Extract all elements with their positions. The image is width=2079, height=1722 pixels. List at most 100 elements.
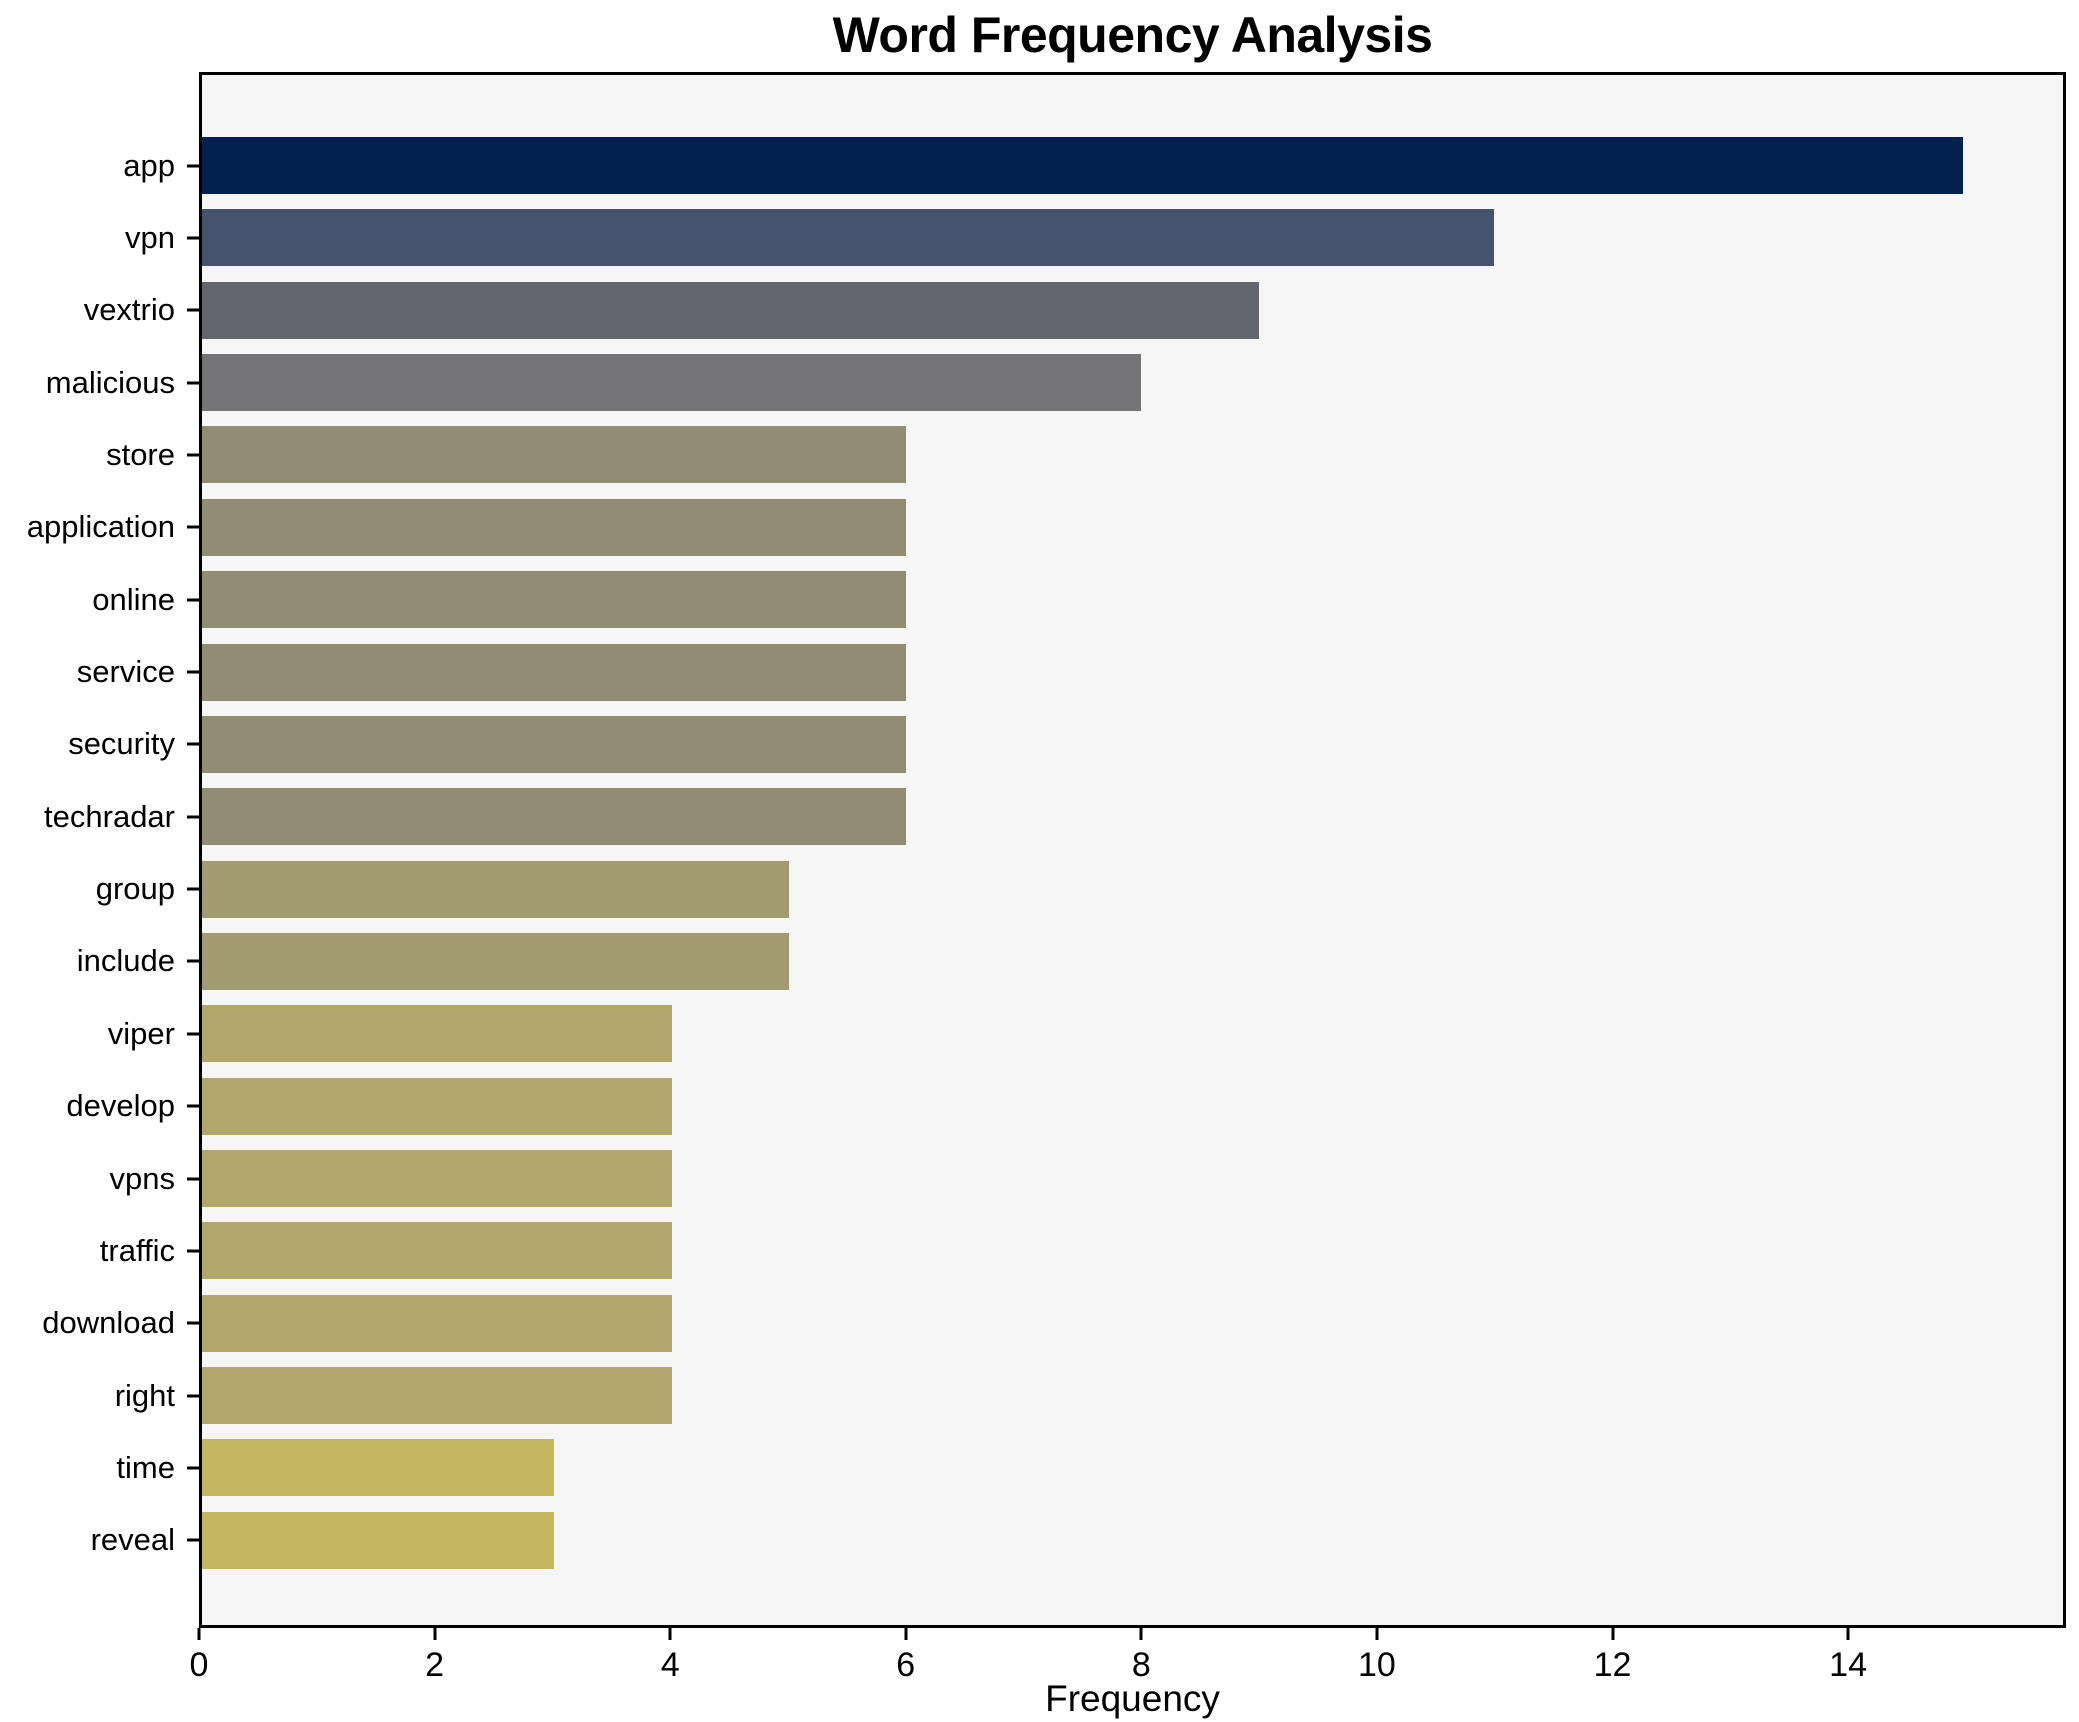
y-tick-label-security: security	[68, 726, 175, 762]
y-tick-mark	[187, 815, 199, 819]
y-tick-label-download: download	[42, 1305, 175, 1341]
x-tick-mark-12	[1611, 1628, 1614, 1640]
y-tick-label-service: service	[76, 654, 175, 690]
chart-title: Word Frequency Analysis	[832, 7, 1433, 63]
y-tick-mark	[187, 1538, 199, 1542]
x-tick-mark-10	[1375, 1628, 1379, 1640]
x-axis-title: Frequency	[1045, 1678, 1220, 1719]
bar-vextrio	[202, 281, 1259, 339]
chart-row-online: online	[92, 571, 2063, 629]
y-tick-label-reveal: reveal	[90, 1522, 175, 1558]
chart-row-traffic: traffic	[100, 1222, 2063, 1280]
y-tick-label-online: online	[92, 581, 175, 617]
y-tick-label-app: app	[123, 147, 175, 183]
chart-row-vpns: vpns	[110, 1150, 2063, 1208]
y-tick-label-store: store	[106, 436, 175, 472]
chart-row-include: include	[77, 932, 2063, 990]
y-tick-mark	[187, 1032, 199, 1036]
bar-app	[202, 137, 1964, 194]
bar-techradar	[202, 788, 907, 846]
bar-online	[202, 571, 907, 629]
bar-store	[202, 426, 907, 484]
y-tick-mark	[187, 1394, 199, 1398]
plot-area: app vpn vextrio malicious store application on…	[27, 72, 2066, 1628]
y-tick-label-vpn: vpn	[125, 219, 175, 255]
x-tick-mark-6	[904, 1628, 908, 1640]
chart-row-techradar: techradar	[44, 788, 2063, 846]
x-tick-label-10: 10	[1357, 1646, 1396, 1684]
x-tick-label-0: 0	[189, 1646, 209, 1684]
y-tick-label-develop: develop	[66, 1088, 175, 1124]
x-tick-label-4: 4	[660, 1646, 680, 1684]
y-tick-label-application: application	[26, 509, 175, 545]
y-tick-mark	[187, 887, 199, 891]
y-tick-mark	[187, 1249, 199, 1253]
chart-row-time: time	[116, 1439, 2063, 1497]
bar-develop	[202, 1077, 672, 1135]
chart-row-security: security	[68, 715, 2063, 773]
bar-download	[202, 1294, 672, 1352]
y-tick-label-techradar: techradar	[44, 798, 175, 834]
x-tick-label-2: 2	[425, 1646, 445, 1684]
y-tick-mark	[187, 1104, 199, 1108]
bar-include	[202, 932, 790, 990]
y-tick-mark	[187, 670, 199, 674]
bar-security	[202, 715, 907, 773]
y-tick-mark	[187, 1466, 199, 1470]
y-tick-label-include: include	[76, 943, 175, 979]
bar-application	[202, 498, 907, 556]
y-tick-mark	[187, 236, 199, 240]
bar-viper	[202, 1005, 672, 1063]
bar-rows: app vpn vextrio malicious store application on…	[27, 75, 2063, 1625]
chart-row-download: download	[42, 1294, 2063, 1352]
y-tick-label-traffic: traffic	[99, 1232, 175, 1268]
chart-row-reveal: reveal	[91, 1511, 2063, 1569]
y-tick-mark	[187, 164, 199, 167]
y-tick-label-time: time	[116, 1449, 175, 1485]
x-tick-mark-2	[433, 1628, 437, 1640]
bar-group	[202, 860, 790, 918]
chart-row-application: application	[27, 498, 2063, 556]
chart-row-store: store	[106, 426, 2063, 484]
chart-row-app: app	[123, 137, 2063, 194]
chart-row-vextrio: vextrio	[84, 281, 2063, 339]
x-tick-mark-4	[668, 1628, 672, 1640]
chart-row-viper: viper	[108, 1005, 2063, 1063]
y-tick-mark	[187, 1177, 199, 1181]
bar-traffic	[202, 1222, 672, 1280]
x-tick-mark-0	[197, 1628, 201, 1640]
chart-row-malicious: malicious	[46, 354, 2063, 412]
bar-right	[202, 1367, 672, 1425]
y-tick-label-vpns: vpns	[109, 1160, 175, 1196]
x-axis: 0 2 4 6 8 10 12 14	[190, 1628, 2066, 1688]
bar-vpn	[202, 209, 1494, 267]
y-tick-label-right: right	[114, 1377, 175, 1413]
y-tick-mark	[187, 381, 199, 385]
y-tick-label-group: group	[95, 871, 175, 907]
y-tick-mark	[187, 453, 199, 457]
x-tick-label-14: 14	[1829, 1646, 1867, 1684]
y-tick-mark	[187, 959, 199, 963]
y-tick-mark	[187, 598, 199, 602]
x-tick-label-6: 6	[896, 1646, 916, 1684]
chart-row-group: group	[96, 860, 2063, 918]
bar-time	[202, 1439, 555, 1497]
bar-service	[202, 643, 907, 701]
y-tick-mark	[187, 525, 199, 529]
y-tick-mark	[187, 1321, 199, 1325]
y-tick-label-malicious: malicious	[45, 364, 175, 400]
chart-row-vpn: vpn	[125, 209, 2063, 267]
bar-reveal	[202, 1511, 555, 1569]
x-tick-label-12: 12	[1593, 1646, 1632, 1684]
y-tick-label-viper: viper	[107, 1015, 175, 1051]
bar-malicious	[202, 354, 1142, 412]
chart-row-service: service	[77, 643, 2063, 701]
y-tick-label-vextrio: vextrio	[83, 292, 175, 328]
bar-vpns	[202, 1150, 672, 1208]
x-tick-label-8: 8	[1131, 1646, 1151, 1684]
y-tick-mark	[187, 742, 199, 746]
chart-row-develop: develop	[66, 1077, 2063, 1135]
y-tick-mark	[187, 308, 199, 312]
chart-row-right: right	[115, 1367, 2063, 1425]
